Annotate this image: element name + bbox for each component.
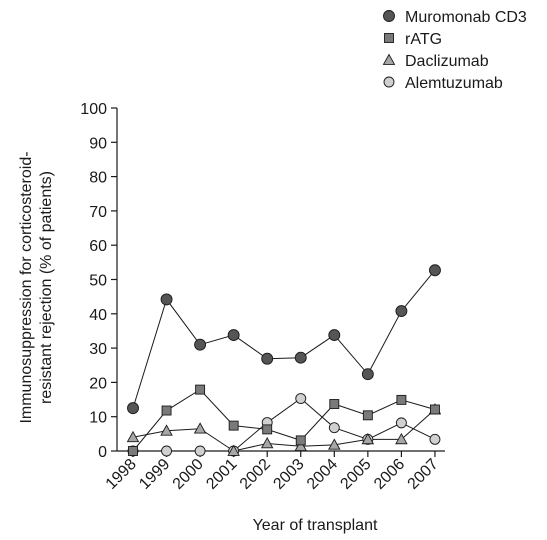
data-point xyxy=(395,417,407,429)
x-tick-label: 2007 xyxy=(405,456,442,493)
y-tick-label: 30 xyxy=(89,341,107,358)
y-tick-label: 10 xyxy=(89,410,107,427)
x-tick-label: 1998 xyxy=(103,456,140,493)
data-point xyxy=(227,444,240,456)
series-line-2 xyxy=(132,409,436,452)
data-point xyxy=(294,439,308,452)
x-tick-label: 2001 xyxy=(203,456,240,493)
data-point xyxy=(430,404,440,415)
data-point xyxy=(395,432,408,445)
x-axis-title: Year of transplant xyxy=(253,517,378,534)
series-line-0 xyxy=(132,269,436,409)
x-tick-label: 2004 xyxy=(304,456,341,493)
y-axis-title-line: resistant rejection (% of patients) xyxy=(38,171,55,404)
data-point xyxy=(361,368,374,381)
legend-label: Alemtuzumab xyxy=(405,75,503,92)
data-point xyxy=(295,393,307,404)
x-tick-label: 2003 xyxy=(270,456,307,493)
series-line-1 xyxy=(132,388,436,452)
y-tick-label: 70 xyxy=(89,204,107,221)
data-point xyxy=(160,424,173,436)
legend-marker xyxy=(384,33,394,43)
legend: Muromonab CD3 rATG Daclizumab Alemtuzumab xyxy=(382,9,527,92)
data-point xyxy=(161,445,173,457)
data-point xyxy=(126,430,140,443)
data-point xyxy=(228,420,239,431)
y-axis-title: Immunosuppression for corticosteroid-res… xyxy=(18,151,55,423)
data-point xyxy=(329,399,340,409)
data-point xyxy=(396,394,407,405)
y-axis-title-line: Immunosuppression for corticosteroid- xyxy=(18,151,35,423)
y-tick-label: 90 xyxy=(89,135,107,152)
series-line-3 xyxy=(133,397,436,452)
y-tick-label: 60 xyxy=(89,238,107,255)
data-point xyxy=(262,424,273,435)
data-point xyxy=(260,437,274,449)
y-tick-label: 0 xyxy=(98,444,107,461)
data-point xyxy=(193,422,207,434)
x-tick-label: 2006 xyxy=(371,456,408,493)
data-point xyxy=(195,384,206,395)
y-tick-label: 40 xyxy=(89,307,107,324)
data-point xyxy=(194,338,207,351)
data-point xyxy=(328,422,340,434)
data-point xyxy=(128,446,138,456)
data-point xyxy=(328,329,341,342)
data-point xyxy=(362,410,373,421)
y-tick-label: 20 xyxy=(89,375,107,392)
series-lines xyxy=(132,269,436,452)
y-tick-label: 80 xyxy=(89,170,107,187)
data-point xyxy=(161,405,172,416)
x-tick-label: 2002 xyxy=(237,456,274,493)
legend-marker xyxy=(382,53,396,65)
legend-label: Muromonab CD3 xyxy=(405,9,527,26)
data-point xyxy=(294,351,307,364)
y-tick-label: 50 xyxy=(89,273,107,290)
data-point xyxy=(295,435,306,446)
data-point xyxy=(328,438,341,450)
series-markers xyxy=(126,264,442,457)
legend-label: rATG xyxy=(405,31,442,48)
data-point xyxy=(194,445,206,457)
x-tick-label: 2000 xyxy=(170,456,207,493)
data-point xyxy=(395,305,408,318)
x-tick-label: 2005 xyxy=(337,456,374,493)
data-point xyxy=(429,433,441,445)
data-point xyxy=(160,293,173,306)
legend-marker xyxy=(383,76,395,88)
data-point xyxy=(261,352,274,365)
legend-marker xyxy=(383,10,395,22)
x-tick-label: 1999 xyxy=(136,456,173,493)
data-point xyxy=(227,329,240,342)
y-tick-label: 100 xyxy=(80,101,107,118)
data-point xyxy=(361,432,375,445)
legend-label: Daclizumab xyxy=(405,53,489,70)
data-point xyxy=(127,402,139,415)
data-point xyxy=(429,264,441,277)
